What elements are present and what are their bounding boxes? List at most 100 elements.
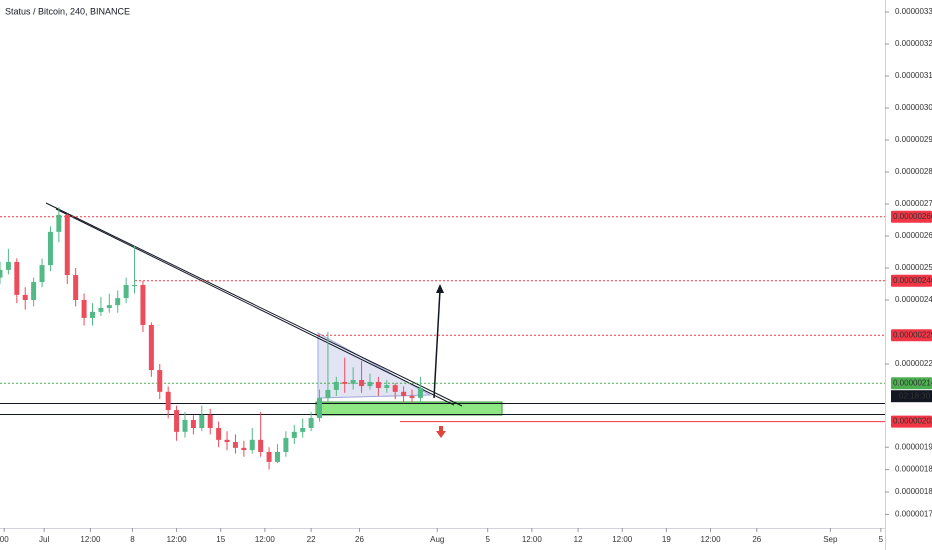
x-tick-label: 12:00: [612, 535, 633, 544]
y-tick-label: 0.00000194: [895, 442, 932, 451]
candle-body: [308, 418, 314, 428]
candle-body: [367, 381, 373, 387]
candle-body: [64, 214, 70, 276]
candle-body: [350, 380, 356, 384]
candle-body: [39, 265, 45, 283]
price-tag-label: 0.00000266: [893, 212, 932, 221]
candle-body: [266, 452, 272, 462]
x-tick-label: 22: [307, 535, 316, 544]
candle-body: [132, 284, 138, 286]
candle-body: [47, 231, 53, 266]
x-tick-label: Jul: [39, 535, 49, 544]
x-tick-label: 12:00: [80, 535, 101, 544]
candle-body: [384, 385, 390, 388]
candle-body: [98, 308, 104, 312]
x-tick-label: 12: [574, 535, 583, 544]
price-tag-label: 0.00000246: [893, 276, 932, 285]
x-tick-label: 5: [879, 535, 884, 544]
candle-body: [274, 452, 280, 462]
candle-body: [216, 428, 222, 440]
x-tick-label: 26: [355, 535, 364, 544]
candle-body: [157, 370, 163, 392]
drawings: [0, 202, 885, 438]
candle-body: [22, 294, 28, 300]
trend-line: [55, 208, 455, 406]
x-tick-label: 00: [0, 535, 9, 544]
y-tick-label: 0.00000173: [895, 510, 932, 519]
candle-body: [359, 380, 365, 387]
x-tick-label: Aug: [430, 535, 444, 544]
candle-body: [123, 284, 129, 299]
candle-body: [401, 391, 407, 396]
candle-body: [89, 311, 95, 318]
candle-body: [317, 397, 323, 419]
price-tag: [891, 329, 932, 342]
x-tick-label: 12:00: [255, 535, 276, 544]
x-tick-label: 19: [662, 535, 671, 544]
x-tick-label: 26: [752, 535, 761, 544]
price-tag: [891, 377, 932, 390]
arrow-up-head: [436, 284, 444, 293]
candle-body: [81, 300, 87, 318]
candle-body: [14, 261, 20, 295]
price-tag-label: 0.00000229: [893, 330, 932, 339]
candle-body: [148, 324, 154, 371]
price-tag-label: 0.00000214: [893, 378, 932, 387]
candle-body: [165, 391, 171, 411]
x-tick-label: Sep: [823, 535, 838, 544]
candle-body: [190, 420, 196, 428]
x-tick-label: 12:00: [167, 535, 188, 544]
candle-body: [417, 388, 423, 398]
candle-body: [232, 442, 238, 448]
candle-body: [392, 385, 398, 392]
price-tag: [891, 274, 932, 287]
candle-body: [207, 414, 213, 428]
price-tag-label: 0.00000202: [893, 417, 932, 426]
price-tag: [891, 210, 932, 223]
arrow-down-head: [436, 431, 446, 438]
x-tick-label: 5: [485, 535, 490, 544]
countdown-tag: [891, 390, 932, 403]
candle-body: [73, 275, 79, 300]
candle-body: [300, 428, 306, 432]
candle-body: [224, 439, 230, 443]
candle-body: [182, 420, 188, 432]
arrow-up-shaft: [433, 289, 441, 399]
chart-title: Status / Bitcoin, 240, BINANCE: [5, 6, 130, 16]
candle-body: [174, 410, 180, 432]
candle-body: [333, 381, 339, 390]
candle-body: [241, 447, 247, 451]
candle-body: [115, 298, 121, 306]
candle-body: [325, 389, 331, 398]
candle-body: [249, 439, 255, 451]
candle-body: [31, 282, 37, 300]
x-tick-label: 12:00: [522, 535, 543, 544]
candle-body: [140, 284, 146, 325]
trend-line: [45, 202, 463, 407]
candle-body: [199, 414, 205, 428]
candle-body: [291, 431, 297, 438]
candle-body: [56, 214, 62, 232]
candle-body: [283, 437, 289, 452]
candle-body: [106, 305, 112, 308]
candle-body: [5, 261, 11, 270]
price-tag: [891, 415, 932, 428]
y-tick-label: 0.00000187: [895, 465, 932, 474]
x-tick-label: 8: [130, 535, 135, 544]
candle-body: [258, 439, 264, 452]
x-tick-label: 15: [216, 535, 225, 544]
candle-body: [409, 396, 415, 398]
arrow-down-shaft: [439, 426, 443, 432]
